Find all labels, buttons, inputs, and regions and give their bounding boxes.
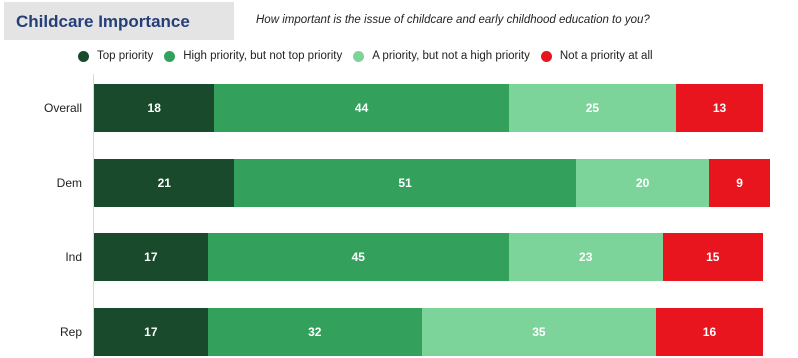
bar-segment: 15 — [662, 233, 763, 281]
bar-segment: 17 — [94, 233, 208, 281]
bar-segment: 35 — [421, 307, 656, 356]
bar-segment: 9 — [709, 158, 770, 207]
legend-item-0: Top priority — [78, 50, 153, 62]
bar-segment: 17 — [94, 307, 208, 356]
bar-segment: 18 — [94, 84, 215, 132]
legend-swatch-icon — [540, 50, 552, 62]
category-label: Overall — [43, 101, 82, 115]
legend-label: Top priority — [97, 50, 154, 62]
bar-segment: 21 — [94, 158, 235, 207]
bar-segment: 16 — [655, 307, 763, 356]
bar-segment: 32 — [207, 307, 422, 356]
legend-label: High priority, but not top priority — [183, 50, 343, 62]
chart-title: Childcare Importance — [16, 12, 190, 31]
legend-swatch-icon — [353, 50, 365, 62]
legend-label: Not a priority at all — [559, 50, 653, 62]
legend-label: A priority, but not a high priority — [372, 50, 530, 62]
bar-segment: 23 — [508, 233, 663, 281]
bar-segment: 45 — [207, 233, 509, 281]
legend-item-3: Not a priority at all — [540, 50, 653, 62]
bar-segment: 44 — [214, 84, 509, 132]
category-label: Ind — [65, 250, 82, 264]
bar-segment: 13 — [676, 84, 763, 132]
legend: Top priority High priority, but not top p… — [78, 47, 653, 65]
legend-swatch-icon — [78, 50, 89, 62]
bar-segment: 20 — [575, 158, 710, 207]
chart-subtitle: How important is the issue of childcare … — [256, 14, 650, 26]
title-box: Childcare Importance — [4, 2, 234, 40]
bar-segment: 51 — [234, 158, 576, 207]
category-label: Rep — [59, 324, 82, 339]
category-axis-line — [93, 74, 94, 358]
legend-swatch-icon — [164, 50, 176, 62]
category-label: Dem — [56, 175, 82, 190]
legend-item-1: High priority, but not top priority — [164, 50, 342, 62]
legend-item-2: A priority, but not a high priority — [353, 50, 530, 62]
bar-segment: 25 — [508, 84, 677, 132]
